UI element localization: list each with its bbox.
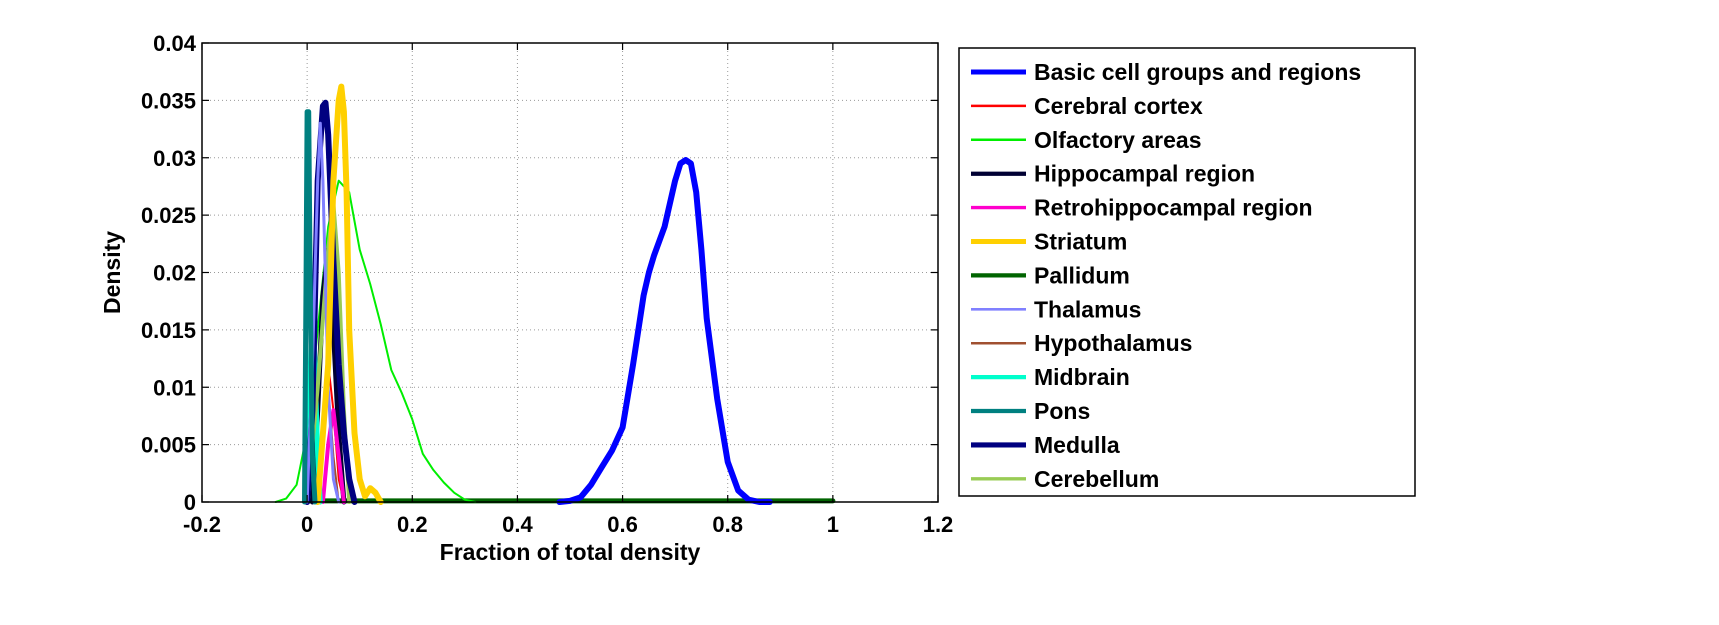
- x-tick-label: 0.4: [502, 512, 533, 537]
- legend-frame: [958, 47, 1416, 497]
- legend-label-pallidum: Pallidum: [1034, 262, 1130, 288]
- x-tick-label: 0: [301, 512, 313, 537]
- y-tick-label: 0.04: [153, 31, 197, 56]
- legend-label-midbrain: Midbrain: [1034, 364, 1130, 390]
- legend-label-hippocampal-region: Hippocampal region: [1034, 161, 1255, 187]
- legend-label-cerebral-cortex: Cerebral cortex: [1034, 93, 1203, 119]
- series-line-striatum: [314, 83, 384, 505]
- legend: Basic cell groups and regions Cerebral co…: [958, 47, 1416, 497]
- plot-series: [274, 83, 836, 505]
- x-tick-label: -0.2: [183, 512, 221, 537]
- y-tick-label: 0.02: [153, 261, 196, 286]
- legend-label-hypothalamus: Hypothalamus: [1034, 330, 1192, 356]
- legend-label-medulla: Medulla: [1034, 432, 1120, 458]
- legend-label-cerebellum: Cerebellum: [1034, 466, 1159, 492]
- x-tick-label: 1.2: [923, 512, 954, 537]
- legend-label-retrohippocampal-region: Retrohippocampal region: [1034, 195, 1313, 221]
- x-tick-label: 0.8: [712, 512, 743, 537]
- y-tick-label: 0.03: [153, 146, 196, 171]
- legend-label-basic-cell-groups-and-regions: Basic cell groups and regions: [1034, 59, 1361, 85]
- y-tick-label: 0: [184, 490, 196, 515]
- y-axis-label: Density: [99, 231, 125, 314]
- y-tick-label: 0.015: [141, 318, 196, 343]
- legend-label-olfactory-areas: Olfactory areas: [1034, 127, 1201, 153]
- y-tick-label: 0.025: [141, 203, 196, 228]
- x-tick-label: 0.6: [607, 512, 638, 537]
- x-axis-label: Fraction of total density: [440, 539, 701, 565]
- axis-ticks: -0.2 0 0.2 0.4 0.6 0.8 1 1.200.0050.010.0150.02…: [141, 31, 953, 537]
- legend-label-thalamus: Thalamus: [1034, 296, 1141, 322]
- x-tick-label: 0.2: [397, 512, 428, 537]
- y-tick-label: 0.005: [141, 433, 196, 458]
- y-tick-label: 0.01: [153, 375, 196, 400]
- grid-lines: [202, 43, 938, 502]
- legend-label-pons: Pons: [1034, 398, 1090, 424]
- series-line-basic-cell-groups-and-regions: [556, 157, 773, 505]
- legend-label-striatum: Striatum: [1034, 229, 1127, 255]
- y-tick-label: 0.035: [141, 88, 196, 113]
- series-line-pons: [302, 109, 318, 505]
- x-tick-label: 1: [827, 512, 839, 537]
- series-line-retrohippocampal-region: [320, 408, 346, 504]
